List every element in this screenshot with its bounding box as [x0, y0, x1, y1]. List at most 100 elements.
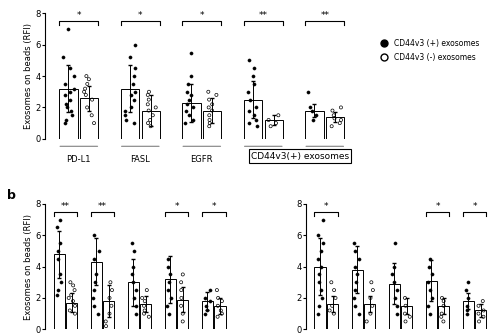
Point [130, 74, 138, 79]
Point [328, 303, 336, 308]
Bar [120, 89, 139, 139]
Point [440, 298, 448, 304]
Point [217, 308, 225, 313]
Point [250, 74, 258, 79]
Point [70, 86, 78, 91]
Point [143, 287, 151, 293]
Bar [305, 111, 324, 139]
Text: CD44v3(+) exosomes: CD44v3(+) exosomes [251, 152, 349, 161]
Point [88, 97, 96, 102]
Point [132, 311, 140, 316]
Point [62, 101, 70, 107]
Point [184, 81, 192, 87]
Bar [103, 301, 115, 329]
Bar [128, 282, 139, 329]
Y-axis label: Exosomes on beads (RFI): Exosomes on beads (RFI) [24, 23, 32, 129]
Point [218, 311, 226, 316]
Point [94, 248, 102, 254]
Point [140, 308, 148, 313]
Point [314, 256, 322, 261]
Point [205, 97, 213, 102]
Point [90, 287, 98, 293]
Point [250, 81, 258, 87]
Point [362, 319, 370, 324]
Point [424, 303, 432, 308]
Point [312, 113, 320, 118]
Point [330, 287, 338, 293]
Point [440, 319, 448, 324]
Bar [142, 111, 160, 139]
Bar [54, 254, 64, 329]
Point [152, 105, 160, 110]
Y-axis label: Exosomes on beads (RFI): Exosomes on beads (RFI) [24, 214, 32, 320]
Point [246, 97, 254, 102]
Point [189, 117, 197, 123]
Point [205, 124, 213, 129]
Text: FASL: FASL [130, 155, 150, 164]
Point [426, 287, 434, 293]
Point [350, 241, 358, 246]
Point [53, 225, 61, 230]
Bar [90, 262, 102, 329]
Point [318, 295, 326, 301]
Point [85, 77, 93, 82]
Point [252, 105, 260, 110]
Point [81, 86, 89, 91]
Bar [327, 304, 338, 329]
Bar [401, 306, 412, 329]
Point [66, 89, 74, 94]
Point [428, 295, 436, 301]
Point [402, 303, 409, 308]
Point [166, 272, 174, 277]
Point [475, 319, 483, 324]
Point [462, 308, 470, 313]
Bar [264, 120, 283, 139]
Point [128, 81, 136, 87]
Point [264, 117, 272, 123]
Point [145, 97, 153, 102]
Point [84, 81, 92, 87]
Point [130, 97, 138, 102]
Text: *: * [138, 11, 142, 20]
Point [320, 217, 328, 222]
Bar [203, 111, 222, 139]
Point [330, 113, 338, 118]
Point [62, 81, 70, 87]
Bar [364, 304, 376, 329]
Point [56, 272, 64, 277]
Point [129, 264, 137, 269]
Point [208, 101, 216, 107]
Point [214, 314, 222, 320]
Point [204, 89, 212, 94]
Point [187, 74, 195, 79]
Point [474, 311, 482, 316]
Point [392, 241, 400, 246]
Point [245, 58, 253, 63]
Point [366, 295, 374, 301]
Point [68, 292, 76, 297]
Point [206, 113, 214, 118]
Point [122, 113, 130, 118]
Point [479, 298, 487, 304]
Point [126, 55, 134, 60]
Point [310, 117, 318, 123]
Point [128, 272, 136, 277]
Point [66, 66, 74, 71]
Bar [178, 299, 188, 329]
Point [70, 287, 78, 293]
Point [440, 303, 448, 308]
Point [464, 280, 472, 285]
Point [462, 303, 470, 308]
Point [390, 264, 398, 269]
Point [356, 256, 364, 261]
Text: *: * [324, 202, 328, 211]
Point [83, 105, 91, 110]
Point [64, 295, 72, 301]
Point [326, 308, 334, 313]
Text: b: b [7, 189, 16, 202]
Point [128, 241, 136, 246]
Point [145, 314, 153, 320]
Point [315, 272, 323, 277]
Point [330, 116, 338, 121]
Bar [59, 89, 78, 139]
